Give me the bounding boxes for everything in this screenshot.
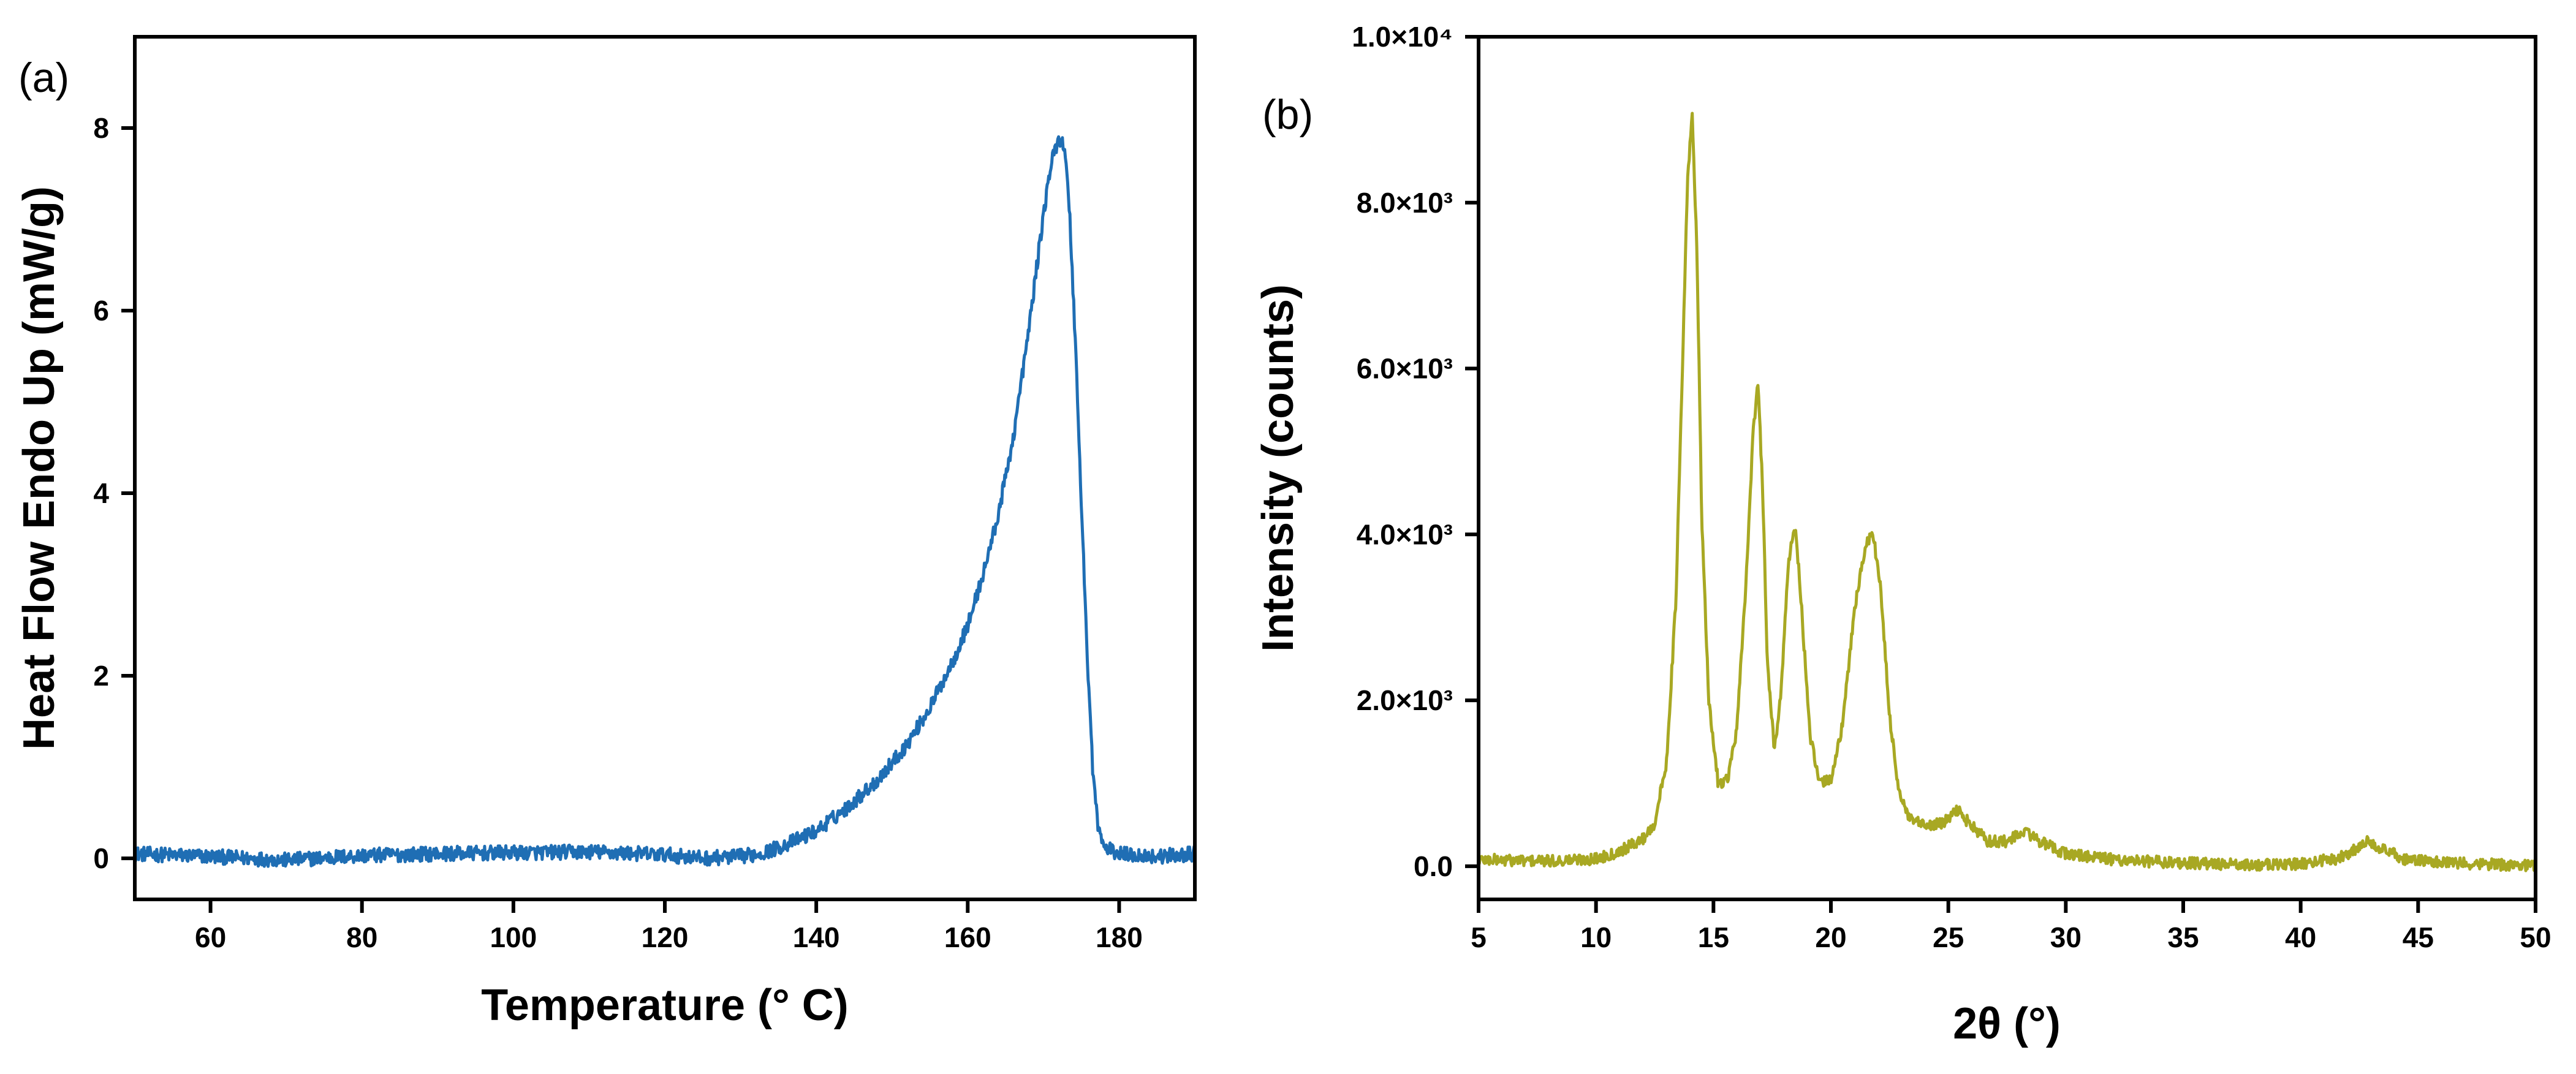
panel-b-ticks: 5 10 15 20 25 30 35 40 45 50 0.0 2.0×10³ 4.0×10³ 6.0×… — [1352, 21, 2551, 953]
panel-a-ticks: 60 80 100 120 140 160 180 0 2 4 6 8 — [93, 112, 1142, 953]
a-y-tick-label: 8 — [93, 112, 109, 144]
b-x-tick-label: 45 — [2403, 921, 2434, 953]
a-y-tick-label: 6 — [93, 295, 109, 327]
panel-b: (b) 5 10 15 20 25 30 35 40 45 50 0.0 2.0×10³ 4.0×10³… — [1254, 21, 2551, 1048]
b-x-tick-label: 35 — [2167, 921, 2199, 953]
a-x-tick-label: 160 — [944, 921, 991, 953]
a-x-tick-label: 80 — [346, 921, 377, 953]
a-y-tick-label: 0 — [93, 842, 109, 874]
panel-b-plot-area — [1477, 112, 2537, 872]
a-series-line — [134, 135, 1197, 868]
panel-a-frame — [133, 35, 1197, 901]
b-series-line — [1477, 112, 2537, 872]
a-x-tick-label: 100 — [490, 921, 537, 953]
b-x-tick-label: 25 — [1933, 921, 1964, 953]
b-x-tick-label: 50 — [2520, 921, 2551, 953]
a-y-tick-label: 2 — [93, 660, 109, 692]
panel-b-frame — [1477, 35, 2537, 901]
panel-a: (a) 60 80 100 120 140 160 180 0 2 4 6 8 Temperature… — [15, 35, 1197, 1030]
a-x-tick-label: 120 — [642, 921, 689, 953]
b-y-tick-label: 6.0×10³ — [1357, 353, 1453, 385]
a-y-tick-label: 4 — [93, 477, 109, 509]
b-y-tick-label: 0.0 — [1414, 850, 1453, 882]
panel-a-x-axis-title: Temperature (° C) — [481, 981, 849, 1030]
b-y-tick-label: 1.0×10⁴ — [1352, 21, 1453, 53]
panel-a-y-axis-title: Heat Flow Endo Up (mW/g) — [15, 186, 64, 750]
b-x-tick-label: 10 — [1580, 921, 1612, 953]
b-x-tick-label: 5 — [1471, 921, 1487, 953]
panel-b-y-axis-title: Intensity (counts) — [1254, 284, 1303, 652]
b-y-tick-label: 8.0×10³ — [1357, 187, 1453, 219]
b-x-tick-label: 15 — [1698, 921, 1729, 953]
b-x-tick-label: 30 — [2050, 921, 2082, 953]
panel-a-label: (a) — [18, 55, 69, 101]
panel-b-label: (b) — [1262, 91, 1313, 138]
a-x-tick-label: 180 — [1096, 921, 1143, 953]
b-y-tick-label: 4.0×10³ — [1357, 518, 1453, 550]
b-x-tick-label: 20 — [1815, 921, 1846, 953]
b-x-tick-label: 40 — [2285, 921, 2316, 953]
panel-a-plot-area — [134, 135, 1197, 868]
a-x-tick-label: 140 — [793, 921, 840, 953]
b-y-tick-label: 2.0×10³ — [1357, 684, 1453, 716]
panel-b-x-axis-title: 2θ (°) — [1953, 999, 2061, 1048]
a-x-tick-label: 60 — [195, 921, 226, 953]
